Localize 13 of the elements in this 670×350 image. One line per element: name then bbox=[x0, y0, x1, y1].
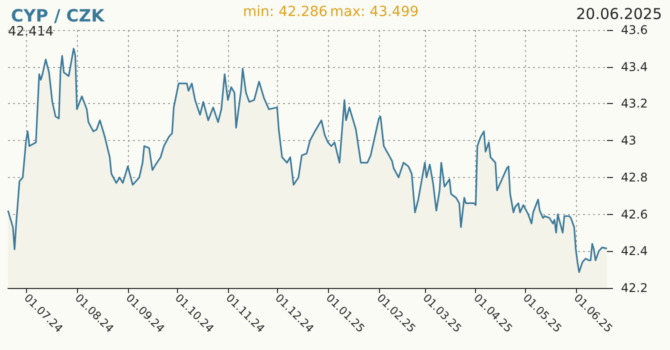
y-tick-label: 42.2 bbox=[621, 281, 648, 295]
text: 20.06.2025 bbox=[576, 5, 662, 23]
y-tick-label: 42.6 bbox=[621, 207, 648, 222]
y-tick-label: 43.6 bbox=[621, 23, 648, 37]
chart-title: CYP / CZK bbox=[11, 6, 106, 26]
y-tick-label: 43.2 bbox=[621, 96, 648, 111]
y-tick-label: 43 bbox=[621, 134, 636, 148]
y-tick-label: 43.4 bbox=[621, 60, 648, 74]
text: min: 42.286 bbox=[243, 4, 328, 20]
annotation: 42.414 bbox=[8, 24, 54, 40]
y-tick-label: 42.8 bbox=[621, 170, 648, 184]
text: max: 43.499 bbox=[330, 4, 419, 20]
y-tick-label: 42.4 bbox=[621, 244, 648, 258]
